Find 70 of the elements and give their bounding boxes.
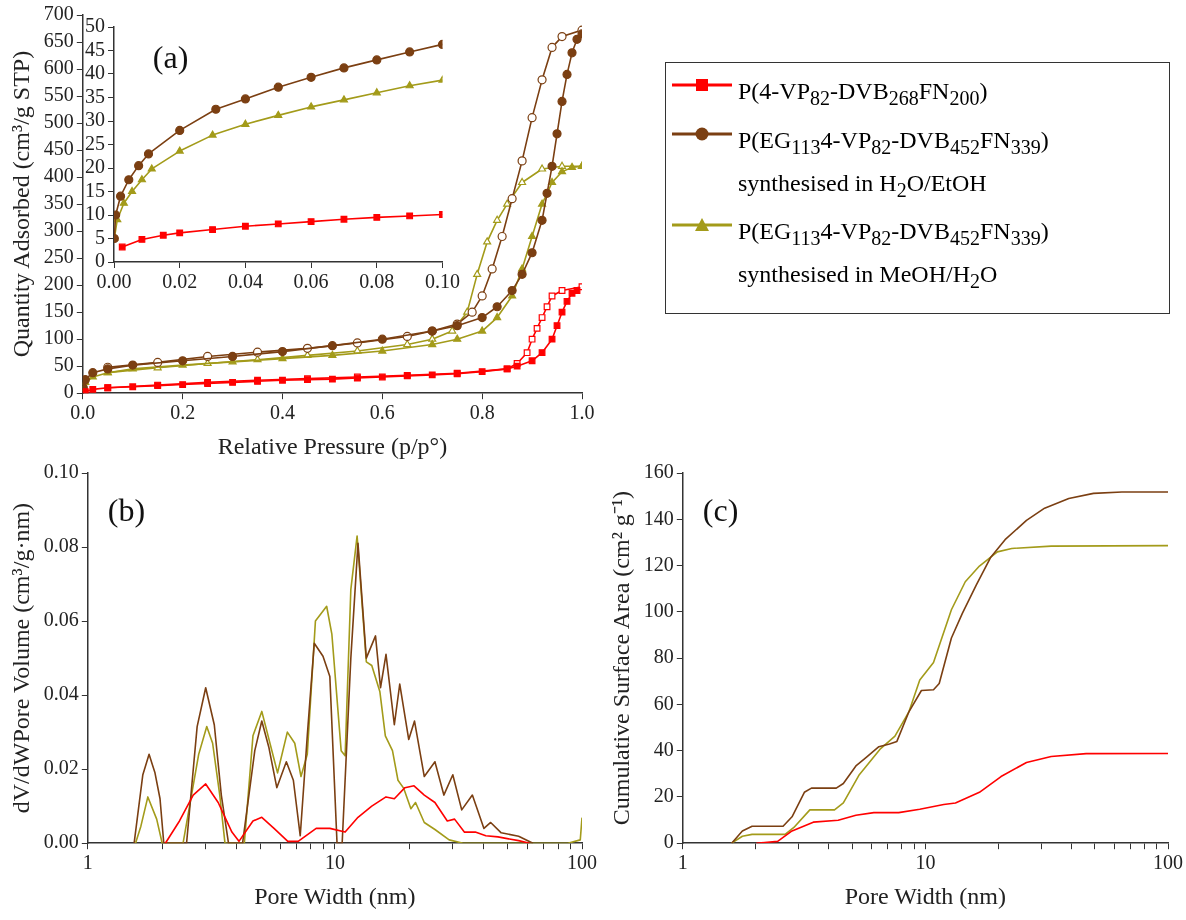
x-tick-label: 0.04 [227, 270, 263, 293]
y-tick-label: 160 [643, 460, 674, 483]
y-tick-label: 250 [43, 245, 74, 268]
x-tick-label: 0.02 [162, 270, 198, 293]
y-tick-label: 0.02 [43, 756, 79, 779]
x-axis-title: Pore Width (nm) [254, 882, 416, 909]
legend-label: P(4-VP$_{82}$-DVB$_{268}$FN$_{200}$) [738, 77, 988, 111]
y-axis-title: dV/dWPore Volume (cm³/g·nm) [7, 502, 34, 814]
x-tick-label: 1 [677, 851, 688, 874]
x-tick-label: 0.2 [170, 401, 196, 424]
x-tick-label: 0.6 [369, 401, 395, 424]
text: (c) [702, 492, 739, 529]
text: (b) [107, 492, 146, 529]
y-tick-label: 5 [95, 225, 105, 248]
text: P(EG$_{113}$4-VP$_{82}$-DVB$_{452}$FN$_{339}$) synthesised in H$_{2}$O/EtOH [738, 126, 1049, 201]
y-tick-label: 700 [43, 2, 74, 25]
y-tick-label: 50 [53, 353, 74, 376]
x-tick-label: 10 [915, 851, 936, 874]
x-tick-label: 1 [82, 851, 93, 874]
y-tick-label: 150 [43, 299, 74, 322]
y-tick-label: 300 [43, 218, 74, 241]
x-tick-label: 0.06 [293, 270, 329, 293]
x-tick-label: 0.08 [359, 270, 395, 293]
x-tick-label: 100 [1153, 851, 1183, 874]
y-tick-label: 0.10 [43, 460, 79, 483]
y-tick-label: 100 [643, 599, 674, 622]
x-tick-label: 100 [567, 851, 597, 874]
y-tick-label: 20 [85, 155, 105, 178]
y-tick-label: 50 [85, 14, 105, 37]
y-tick-label: 140 [643, 506, 674, 529]
y-tick-label: 550 [43, 83, 74, 106]
y-axis-title: Quantity Adsorbed (cm³/g STP) [7, 50, 34, 358]
text: P(EG$_{113}$4-VP$_{82}$-DVB$_{452}$FN$_{339}$) synthesised in MeOH/H$_{2}$O [738, 218, 1049, 292]
x-tick-label: 0.0 [70, 401, 96, 424]
y-tick-label: 40 [653, 737, 674, 760]
y-tick-label: 40 [85, 61, 105, 84]
y-tick-label: 600 [43, 56, 74, 79]
y-tick-label: 30 [85, 108, 105, 131]
y-tick-label: 0.06 [43, 608, 79, 631]
y-tick-label: 10 [85, 202, 105, 225]
y-tick-label: 15 [85, 178, 105, 201]
x-tick-label: 1.0 [569, 401, 595, 424]
y-tick-label: 0 [95, 249, 105, 272]
x-tick-label: 0.4 [269, 401, 295, 424]
x-axis-title: Pore Width (nm) [844, 882, 1007, 909]
x-tick-label: 10 [324, 851, 345, 874]
x-tick-label: 0.10 [425, 270, 460, 293]
y-tick-label: 0.00 [43, 830, 79, 853]
y-tick-label: 0 [63, 380, 74, 403]
y-tick-label: 350 [43, 191, 74, 214]
y-tick-label: 450 [43, 137, 74, 160]
text: (a) [152, 39, 189, 76]
y-axis-title: Cumulative Surface Area (cm² g⁻¹) [607, 490, 634, 826]
y-tick-label: 0 [663, 830, 674, 853]
y-tick-label: 120 [643, 552, 674, 575]
y-tick-label: 500 [43, 110, 74, 133]
y-tick-label: 650 [43, 29, 74, 52]
x-axis-title: Relative Pressure (p/p°) [217, 432, 448, 459]
y-tick-label: 100 [43, 326, 74, 349]
y-tick-label: 60 [653, 691, 674, 714]
y-tick-label: 20 [653, 784, 674, 807]
y-tick-label: 0.08 [43, 534, 79, 557]
y-tick-label: 25 [85, 131, 105, 154]
y-tick-label: 80 [653, 645, 674, 668]
y-tick-label: 45 [85, 37, 105, 60]
x-tick-label: 0.8 [469, 401, 495, 424]
y-tick-label: 0.04 [43, 682, 79, 705]
y-tick-label: 35 [85, 84, 105, 107]
y-tick-label: 400 [43, 164, 74, 187]
y-tick-label: 200 [43, 272, 74, 295]
